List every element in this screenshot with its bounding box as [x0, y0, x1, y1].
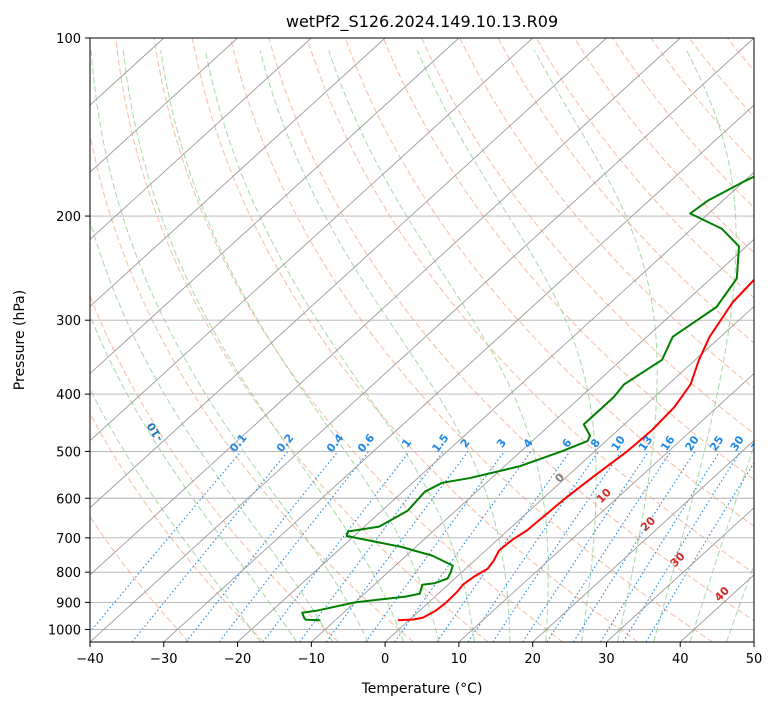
mixing-ratio-line	[325, 451, 469, 642]
isotherm-line	[90, 38, 386, 308]
y-tick-label: 200	[56, 210, 81, 225]
isotherm-line	[90, 38, 754, 642]
y-axis-label: Pressure (hPa)	[12, 290, 28, 390]
x-tick-label: 0	[381, 652, 389, 667]
dry-adiabat-line	[90, 515, 190, 642]
isotherm-line	[90, 38, 681, 576]
moist-adiabat-line	[90, 219, 333, 642]
y-tick-label: 600	[56, 492, 81, 507]
isotherm-lines	[90, 38, 754, 642]
dry-adiabats	[90, 38, 754, 642]
mixing-ratio-line	[131, 451, 289, 642]
mixing-ratio-line	[185, 451, 339, 642]
mixing-ratio-line	[522, 451, 650, 642]
y-tick-label: 800	[56, 566, 81, 581]
isotherm-line	[606, 507, 754, 642]
x-tick-label: −30	[150, 652, 177, 667]
dry-adiabat-line	[90, 132, 414, 642]
isotherm-line	[237, 171, 754, 642]
isotherm-line	[90, 38, 460, 375]
mixing-ratio-line	[600, 451, 721, 642]
x-tick-label: −20	[224, 652, 251, 667]
mixing-ratio-line	[622, 451, 741, 642]
plot-frame	[89, 37, 755, 643]
x-tick-label: 40	[672, 652, 689, 667]
isotherm-line	[90, 38, 533, 442]
mixing-ratio-line	[365, 451, 505, 642]
x-tick-label: 30	[598, 652, 615, 667]
isotherm-line	[384, 305, 754, 642]
isotherm-line	[163, 104, 754, 642]
y-tick-label: 400	[56, 388, 81, 403]
dry-adiabat-line	[612, 38, 754, 209]
dry-adiabat-line	[115, 38, 489, 642]
dewpoint-profile-line	[301, 175, 754, 622]
isotherm-line	[90, 38, 607, 509]
mixing-ratio-line	[262, 451, 410, 642]
y-axis-ticks: 100 200 300 400 500 600 700 800 900 1000	[48, 32, 90, 638]
isotherm-line	[311, 238, 754, 642]
moist-adiabat-line	[653, 50, 737, 642]
x-tick-label: −10	[298, 652, 325, 667]
moist-adiabats	[90, 50, 754, 642]
isotherm-line	[532, 440, 754, 642]
moist-adiabat-line	[534, 50, 658, 642]
dry-adiabat-line	[90, 412, 265, 642]
dry-adiabat-line	[382, 38, 754, 481]
isotherm-line	[90, 38, 238, 173]
moist-adiabat-line	[90, 314, 298, 642]
mixing-ratio-line	[90, 451, 242, 633]
mixing-ratio-line	[299, 451, 444, 642]
dry-adiabat-line	[497, 38, 754, 344]
mixing-ratio-line	[436, 451, 571, 642]
moist-adiabat-line	[90, 387, 261, 642]
y-tick-label: 500	[56, 445, 81, 460]
isotherm-line	[458, 372, 754, 642]
dry-adiabat-line	[268, 38, 754, 622]
isobar-gridlines	[90, 38, 754, 630]
chart-title: wetPf2_S126.2024.149.10.13.R09	[286, 12, 558, 32]
dry-adiabat-line	[306, 38, 754, 574]
x-tick-label: 10	[451, 652, 468, 667]
x-tick-label: 50	[746, 652, 763, 667]
x-tick-label: −40	[76, 652, 103, 667]
x-axis-ticks: −40 −30 −20 −10 0 10 20 30 40 50	[76, 642, 762, 667]
y-tick-label: 300	[56, 314, 81, 329]
dry-adiabat-line	[535, 38, 754, 299]
dry-adiabat-line	[153, 38, 564, 642]
moist-adiabat-line	[122, 50, 405, 642]
mixing-ratio-line	[573, 451, 696, 642]
moist-adiabat-line	[259, 50, 511, 642]
y-tick-label: 900	[56, 596, 81, 611]
isotherm-line	[90, 38, 312, 240]
dry-adiabat-line	[191, 38, 639, 642]
mixing-ratio-label: 36	[749, 433, 768, 453]
dry-adiabat-line	[650, 38, 754, 164]
dry-adiabat-line	[230, 38, 713, 642]
dry-adiabat-line	[90, 294, 339, 642]
mixing-ratio-lines	[90, 451, 754, 642]
y-tick-label: 1000	[48, 623, 81, 638]
x-tick-label: 20	[524, 652, 541, 667]
moist-adiabat-line	[90, 50, 369, 642]
moist-adiabat-line	[328, 50, 549, 642]
mixing-ratio-line	[492, 451, 622, 642]
x-axis-label: Temperature (°C)	[361, 681, 483, 697]
sounding-series	[301, 175, 754, 622]
mixing-ratio-line	[467, 451, 599, 642]
moist-adiabat-line	[160, 50, 440, 642]
mixing-ratio-line	[546, 451, 672, 642]
y-tick-label: 700	[56, 532, 81, 547]
temperature-profile-line	[397, 278, 754, 622]
y-tick-label: 100	[56, 32, 81, 47]
dry-adiabat-line	[574, 38, 754, 254]
